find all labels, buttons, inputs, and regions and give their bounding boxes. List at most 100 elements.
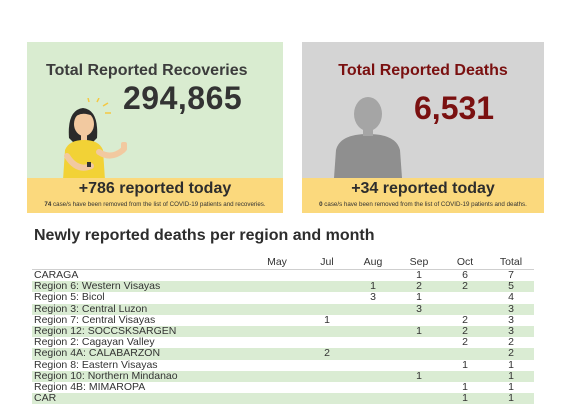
column-header: Total <box>499 256 523 268</box>
column-header: Aug <box>363 256 383 268</box>
value-cell-aug <box>350 360 396 371</box>
value-cell-oct: 2 <box>462 313 468 326</box>
value-cell-aug <box>350 382 396 393</box>
column-header: Jul <box>320 256 334 268</box>
value-cell-may <box>250 370 304 382</box>
value-cell-jul <box>304 370 350 382</box>
value-cell-jul: 1 <box>324 313 330 326</box>
value-cell-oct: 1 <box>462 380 468 393</box>
recoveries-today-band: +786 reported today 74 case/s have been … <box>27 178 283 213</box>
recoveries-total: 294,865 <box>123 80 243 116</box>
table-row: Region 8: Eastern Visayas 1 1 <box>32 358 534 371</box>
value-cell-sep: 1 <box>416 269 422 282</box>
recoveries-title: Total Reported Recoveries <box>46 62 248 79</box>
region-cell: Region 12: SOCCSKSARGEN <box>32 325 250 338</box>
value-cell-jul <box>304 393 350 405</box>
value-cell-total: 1 <box>508 358 514 371</box>
value-cell-jul <box>304 325 350 338</box>
value-cell-jul <box>304 292 350 303</box>
table-row: Region 4A: CALABARZON 2 2 <box>32 348 534 360</box>
value-cell-sep: 1 <box>396 325 442 338</box>
table-row: Region 7: Central Visayas 1 2 3 <box>32 313 534 326</box>
value-cell-oct <box>442 292 488 303</box>
table-row: Region 6: Western Visayas 1 2 2 5 <box>32 281 534 293</box>
value-cell-aug <box>350 337 396 348</box>
table-row: CARAGA 1 6 7 <box>32 270 534 282</box>
region-cell: CAR <box>32 393 250 405</box>
table-row: Region 12: SOCCSKSARGEN 1 2 3 <box>32 325 534 338</box>
value-cell-oct <box>442 370 488 382</box>
value-cell-aug <box>350 325 396 338</box>
table-row: Region 3: Central Luzon 3 3 <box>32 303 534 315</box>
value-cell-total: 1 <box>488 393 534 405</box>
value-cell-oct: 2 <box>442 281 488 293</box>
value-cell-sep <box>396 382 442 393</box>
value-cell-jul <box>304 281 350 293</box>
table-row: Region 5: Bicol 3 1 4 <box>32 292 534 303</box>
column-header: May <box>267 256 287 268</box>
deaths-total: 6,531 <box>414 90 495 126</box>
value-cell-sep: 1 <box>416 291 422 304</box>
value-cell-total: 5 <box>488 281 534 293</box>
value-cell-total: 3 <box>508 313 514 326</box>
region-cell: Region 8: Eastern Visayas <box>34 358 158 371</box>
value-cell-may <box>250 270 304 282</box>
recoveries-note: 74 case/s have been removed from the lis… <box>27 201 283 208</box>
deaths-card: Total Reported Deaths 6,531 +34 reported… <box>302 42 544 213</box>
value-cell-aug: 1 <box>350 281 396 293</box>
value-cell-may <box>250 315 304 326</box>
value-cell-sep <box>396 337 442 348</box>
value-cell-sep <box>396 360 442 371</box>
value-cell-sep: 2 <box>396 281 442 293</box>
value-cell-total: 3 <box>488 325 534 338</box>
value-cell-oct: 2 <box>462 336 468 349</box>
value-cell-aug: 3 <box>370 291 376 304</box>
value-cell-jul <box>304 270 350 282</box>
column-header: Oct <box>456 256 474 268</box>
value-cell-oct <box>442 348 488 360</box>
value-cell-may <box>250 281 304 293</box>
value-cell-aug <box>350 303 396 315</box>
region-cell: Region 2: Cagayan Valley <box>34 336 155 349</box>
value-cell-sep <box>396 348 442 360</box>
value-cell-total: 4 <box>508 291 514 304</box>
value-cell-may <box>250 337 304 348</box>
table-row: Region 2: Cagayan Valley 2 2 <box>32 337 534 348</box>
value-cell-aug <box>350 370 396 382</box>
region-cell: Region 4B: MIMAROPA <box>34 380 146 393</box>
value-cell-may <box>250 348 304 360</box>
recoveries-note-count: 74 <box>44 201 52 208</box>
value-cell-sep <box>396 393 442 405</box>
column-header: Sep <box>409 256 429 268</box>
value-cell-may <box>250 303 304 315</box>
table-row: Region 10: Northern Mindanao 1 1 <box>32 370 534 382</box>
recoveries-note-text: case/s have been removed from the list o… <box>51 201 266 208</box>
value-cell-jul: 2 <box>304 348 350 360</box>
value-cell-oct <box>442 303 488 315</box>
value-cell-oct: 6 <box>462 269 468 282</box>
deaths-title: Total Reported Deaths <box>338 62 508 79</box>
value-cell-oct: 2 <box>442 325 488 338</box>
value-cell-sep: 1 <box>396 370 442 382</box>
region-cell: Region 7: Central Visayas <box>34 313 156 326</box>
region-cell: Region 6: Western Visayas <box>32 281 250 293</box>
value-cell-total: 2 <box>508 336 514 349</box>
recoveries-card: Total Reported Recoveries 294,865 +786 r… <box>27 42 283 213</box>
person-silhouette-icon <box>334 97 402 178</box>
cheering-woman-icon <box>63 98 127 180</box>
deaths-by-region-table: May Jul Aug Sep Oct Total CARAGA 1 6 7 Regio… <box>32 255 534 405</box>
deaths-today-band: +34 reported today 0 case/s have been re… <box>302 178 544 213</box>
value-cell-jul <box>304 360 350 371</box>
column-header <box>32 255 250 270</box>
table-row: CAR 1 1 <box>32 393 534 405</box>
region-cell: CARAGA <box>34 269 79 282</box>
value-cell-jul <box>304 303 350 315</box>
value-cell-aug <box>350 315 396 326</box>
value-cell-aug <box>350 348 396 360</box>
region-cell: Region 5: Bicol <box>34 291 105 304</box>
value-cell-total: 3 <box>488 303 534 315</box>
value-cell-may <box>250 382 304 393</box>
region-cell: Region 3: Central Luzon <box>32 303 250 315</box>
value-cell-jul <box>304 382 350 393</box>
region-cell: Region 10: Northern Mindanao <box>32 370 250 382</box>
